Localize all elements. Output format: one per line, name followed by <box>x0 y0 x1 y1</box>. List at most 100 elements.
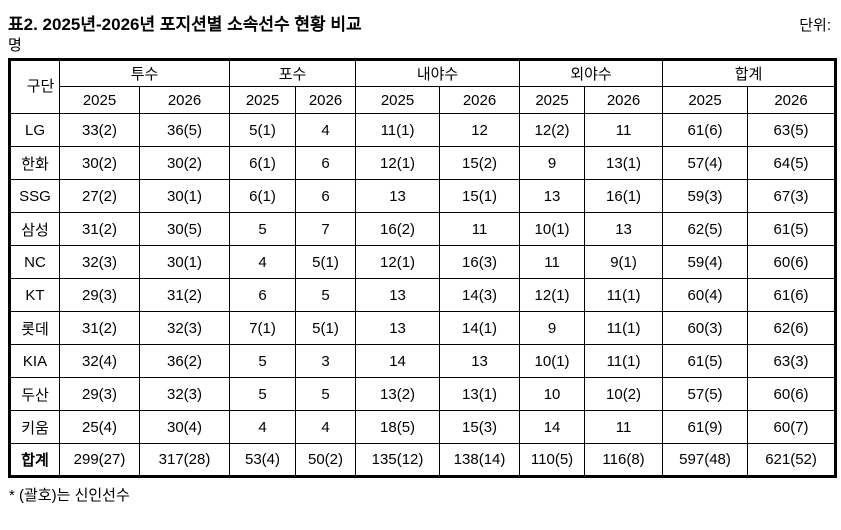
value-cell: 116(8) <box>584 443 664 477</box>
value-cell: 57(4) <box>662 146 749 180</box>
value-cell: 12(1) <box>519 278 586 312</box>
value-cell: 135(12) <box>355 443 441 477</box>
value-cell: 13 <box>355 311 441 345</box>
value-cell: 16(2) <box>355 212 441 246</box>
value-cell: 25(4) <box>59 410 140 444</box>
value-cell: 31(2) <box>59 212 140 246</box>
value-cell: 11 <box>584 410 664 444</box>
value-cell: 63(5) <box>747 113 837 147</box>
value-cell: 5 <box>229 344 297 378</box>
value-cell: 13(1) <box>584 146 664 180</box>
group-header-row: 구단 투수 포수 내야수 외야수 합계 <box>9 59 837 114</box>
value-cell: 53(4) <box>229 443 297 477</box>
value-cell: 14(1) <box>439 311 521 345</box>
value-cell: 5 <box>295 278 357 312</box>
value-cell: 31(2) <box>59 311 140 345</box>
value-cell: 6 <box>295 146 357 180</box>
group-header-pitcher: 투수 <box>58 59 231 87</box>
value-cell: 12(1) <box>355 245 441 279</box>
value-cell: 14(3) <box>439 278 521 312</box>
value-cell: 16(3) <box>439 245 521 279</box>
year-header: 2026 <box>747 86 837 114</box>
value-cell: 13(2) <box>355 377 441 411</box>
value-cell: 64(5) <box>747 146 837 180</box>
value-cell: 61(5) <box>662 344 749 378</box>
value-cell: 5 <box>229 212 297 246</box>
value-cell: 36(2) <box>138 344 231 378</box>
value-cell: 30(2) <box>59 146 140 180</box>
table-row: SSG 27(2) 30(1) 6(1) 6 13 15(1) 13 16(1) 59(3) 67(… <box>9 179 837 213</box>
year-header: 2025 <box>229 86 297 114</box>
year-header: 2025 <box>59 86 140 114</box>
value-cell: 5(1) <box>295 311 357 345</box>
value-cell: 60(7) <box>747 410 837 444</box>
value-cell: 60(6) <box>747 245 837 279</box>
value-cell: 50(2) <box>295 443 357 477</box>
document-page: 표2. 2025년-2026년 포지션별 소속선수 현황 비교 단위: 명 구단… <box>8 15 838 504</box>
value-cell: 5(1) <box>295 245 357 279</box>
unit-label: 단위: <box>799 17 831 34</box>
table-title: 표2. 2025년-2026년 포지션별 소속선수 현황 비교 <box>8 15 362 34</box>
value-cell: 30(5) <box>138 212 231 246</box>
value-cell: 11(1) <box>355 113 441 147</box>
value-cell: 15(2) <box>439 146 521 180</box>
table-row: NC 32(3) 30(1) 4 5(1) 12(1) 16(3) 11 9(1) 59(4) 60… <box>9 245 837 279</box>
value-cell: 6(1) <box>229 146 297 180</box>
value-cell: 32(3) <box>138 311 231 345</box>
table-row: KIA 32(4) 36(2) 5 3 14 13 10(1) 11(1) 61(5) 63(3) <box>9 344 837 378</box>
value-cell: 299(27) <box>59 443 140 477</box>
value-cell: 11(1) <box>584 344 664 378</box>
value-cell: 317(28) <box>138 443 231 477</box>
value-cell: 5 <box>295 377 357 411</box>
year-header: 2026 <box>584 86 664 114</box>
value-cell: 4 <box>295 410 357 444</box>
year-header: 2026 <box>439 86 521 114</box>
value-cell: 63(3) <box>747 344 837 378</box>
team-label: 두산 <box>9 377 60 411</box>
year-header: 2026 <box>138 86 231 114</box>
value-cell: 6(1) <box>229 179 297 213</box>
value-cell: 15(3) <box>439 410 521 444</box>
team-label: LG <box>9 113 60 147</box>
value-cell: 13 <box>519 179 586 213</box>
value-cell: 30(4) <box>138 410 231 444</box>
value-cell: 11 <box>519 245 586 279</box>
value-cell: 61(6) <box>747 278 837 312</box>
value-cell: 11(1) <box>584 311 664 345</box>
year-header: 2025 <box>662 86 749 114</box>
group-header-infielder: 내야수 <box>355 59 521 87</box>
value-cell: 27(2) <box>59 179 140 213</box>
value-cell: 6 <box>229 278 297 312</box>
value-cell: 60(3) <box>662 311 749 345</box>
year-header-row: 2025 2026 2025 2026 2025 2026 2025 2026 … <box>10 86 837 114</box>
total-row: 합계 299(27) 317(28) 53(4) 50(2) 135(12) 138(14)… <box>9 443 837 477</box>
value-cell: 59(4) <box>662 245 749 279</box>
value-cell: 61(5) <box>747 212 837 246</box>
value-cell: 7 <box>295 212 357 246</box>
team-label: SSG <box>9 179 60 213</box>
team-label: 삼성 <box>9 212 60 246</box>
value-cell: 30(1) <box>138 245 231 279</box>
value-cell: 9 <box>519 311 586 345</box>
value-cell: 14 <box>519 410 586 444</box>
value-cell: 62(6) <box>747 311 837 345</box>
value-cell: 13 <box>439 344 521 378</box>
value-cell: 621(52) <box>747 443 837 477</box>
value-cell: 9(1) <box>584 245 664 279</box>
value-cell: 29(3) <box>59 278 140 312</box>
value-cell: 36(5) <box>138 113 231 147</box>
group-header-outfielder: 외야수 <box>519 59 664 87</box>
value-cell: 6 <box>295 179 357 213</box>
table-row: KT 29(3) 31(2) 6 5 13 14(3) 12(1) 11(1) 60(4) 61(6… <box>9 278 837 312</box>
value-cell: 13(1) <box>439 377 521 411</box>
value-cell: 57(5) <box>662 377 749 411</box>
corner-header-label: 구단 <box>26 78 55 96</box>
value-cell: 62(5) <box>662 212 749 246</box>
year-header: 2026 <box>295 86 357 114</box>
value-cell: 10(2) <box>584 377 664 411</box>
value-cell: 32(3) <box>138 377 231 411</box>
value-cell: 11(1) <box>584 278 664 312</box>
footnote: * (괄호)는 신인선수 <box>9 487 130 504</box>
corner-header-cell: 구단 <box>9 59 60 114</box>
value-cell: 61(6) <box>662 113 749 147</box>
